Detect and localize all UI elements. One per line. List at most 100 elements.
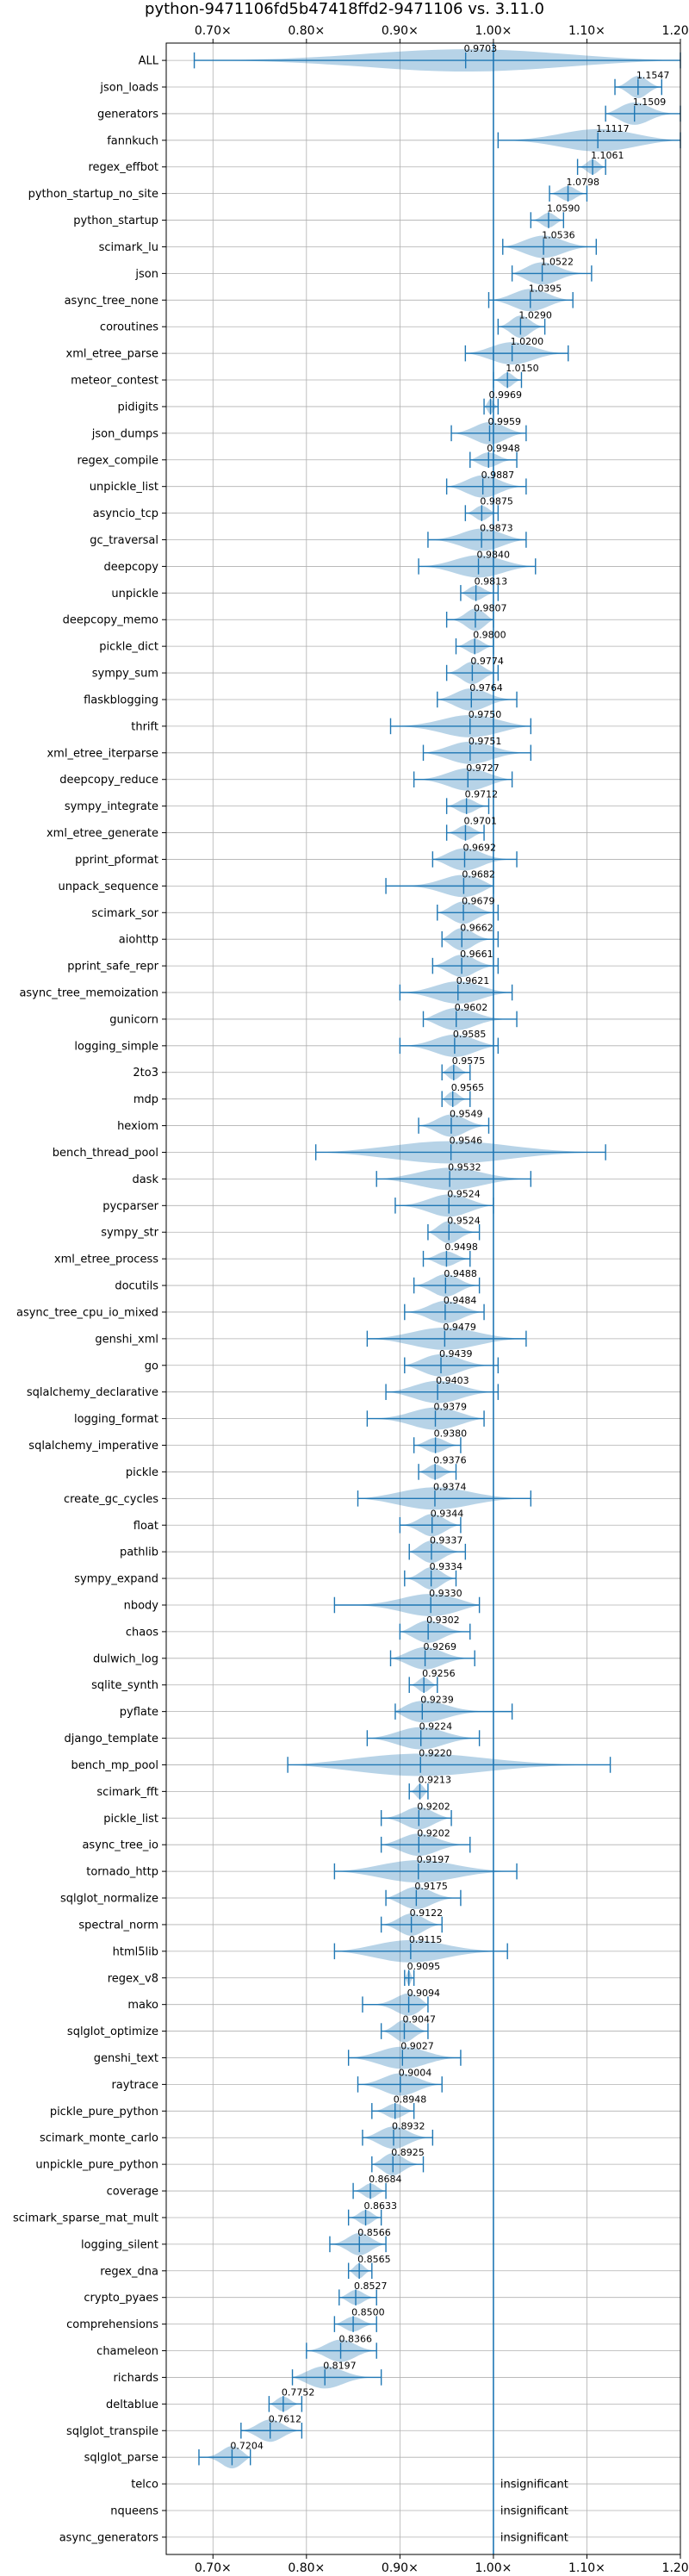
category-label: dask [132,1173,158,1186]
x-tick-label-top: 1.20× [662,24,689,38]
value-label: 1.0150 [506,363,539,374]
category-label: pickle_dict [99,641,158,654]
value-label: 0.9213 [418,1774,451,1785]
category-label: mako [127,1999,158,2012]
category-label: json_dumps [91,427,158,440]
category-label: async_tree_cpu_io_mixed [16,1306,158,1319]
value-label: 0.9224 [419,1721,453,1733]
x-tick-label-bottom: 0.90× [382,2561,419,2575]
value-label: 1.0200 [511,336,544,347]
value-label: 0.9948 [487,443,520,454]
x-tick-label-bottom: 0.80× [288,2561,325,2575]
category-label: pickle_pure_python [50,2106,158,2119]
category-label: sqlalchemy_declarative [27,1386,158,1399]
category-label: aiohttp [119,934,158,947]
category-label: go [145,1360,158,1372]
category-label: pprint_safe_repr [67,961,158,974]
category-label: chaos [126,1626,158,1639]
x-tick-label-top: 1.00× [475,24,512,38]
category-label: ALL [139,55,159,68]
category-label: gunicorn [109,1013,158,1026]
x-tick-label-bottom: 1.20× [662,2561,689,2575]
category-label: regex_effbot [88,161,158,174]
value-label: 0.9239 [420,1695,454,1706]
category-label: pyflate [120,1706,158,1719]
value-label: 0.7204 [230,2440,264,2451]
value-label: 0.9334 [430,1561,462,1572]
value-label: 1.1509 [633,96,667,108]
category-label: coroutines [100,321,158,334]
value-label: 0.9344 [431,1508,463,1519]
value-label: 0.9661 [460,949,493,960]
category-label: json [134,268,158,281]
category-label: comprehensions [66,2318,158,2331]
value-label: 0.9813 [475,576,508,587]
value-label: 0.9873 [480,523,513,534]
value-label: 0.8633 [364,2200,398,2212]
category-label: genshi_text [94,2052,158,2065]
value-label: 0.9380 [434,1428,468,1440]
category-label: scimark_sparse_mat_mult [13,2212,158,2224]
category-label: xml_etree_iterparse [47,747,158,760]
value-label: 0.9549 [450,1109,483,1120]
value-label: 0.8948 [394,2094,427,2105]
value-label: 0.9565 [451,1082,485,1093]
value-label: 0.9750 [469,709,502,720]
category-label: pycparser [102,1200,158,1213]
category-label: logging_format [74,1413,158,1426]
category-label: docutils [115,1280,158,1293]
category-label: xml_etree_generate [47,827,158,840]
category-label: scimark_monte_carlo [40,2132,158,2145]
x-tick-label-bottom: 1.10× [568,2561,605,2575]
category-label: generators [97,108,158,121]
category-label: gc_traversal [90,534,158,547]
category-label: scimark_lu [99,241,158,254]
category-label: genshi_xml [95,1333,158,1346]
value-label: 0.9202 [417,1827,450,1839]
category-label: pidigits [118,401,159,414]
value-label: 0.9095 [407,1961,441,1972]
plot-frame [165,42,681,2555]
category-label: bench_mp_pool [71,1759,158,1772]
value-label: 0.8684 [369,2174,402,2185]
value-label: 0.9701 [463,816,497,827]
category-label: python_startup_no_site [28,188,158,201]
category-label: sqlalchemy_imperative [28,1440,158,1453]
category-label: unpickle [111,588,158,600]
value-label: 0.9875 [480,496,513,507]
category-label: logging_silent [81,2238,158,2251]
value-label: 0.9379 [434,1402,467,1413]
value-label: 1.0522 [541,256,574,267]
x-tick-label-bottom: 0.70× [195,2561,232,2575]
category-label: 2to3 [133,1067,158,1080]
category-label: richards [114,2372,159,2385]
category-label: sympy_str [101,1227,158,1240]
value-label: 0.9662 [460,922,493,933]
category-label: crypto_pyaes [84,2292,158,2305]
category-label: logging_simple [74,1040,158,1053]
value-label: 0.9621 [456,975,490,986]
value-label: 0.8565 [357,2254,391,2265]
value-label: 0.9764 [469,682,503,694]
category-label: unpickle_pure_python [35,2159,158,2172]
value-label: 0.9969 [489,389,523,401]
category-label: json_loads [99,82,158,95]
category-label: sqlglot_transpile [66,2425,158,2438]
category-label: hexiom [117,1120,158,1133]
category-label: asyncio_tcp [93,507,158,520]
category-label: sympy_expand [74,1573,158,1586]
category-label: pathlib [120,1546,158,1559]
value-label: 0.9479 [443,1322,476,1333]
value-label: 0.8197 [323,2361,357,2372]
category-label: async_tree_io [82,1839,158,1852]
category-label: coverage [107,2186,158,2199]
label-layer: 0.70× 0.70× 0.80× 0.80× 0.90× 0.90× 1.00× 1.00×… [13,24,689,2575]
value-label: 0.9047 [402,2014,436,2025]
value-label: 0.9800 [473,629,506,640]
category-label: mdp [133,1093,158,1106]
category-label: deepcopy [103,561,158,574]
value-label: 0.9679 [462,895,495,906]
category-label: regex_v8 [108,1972,158,1985]
